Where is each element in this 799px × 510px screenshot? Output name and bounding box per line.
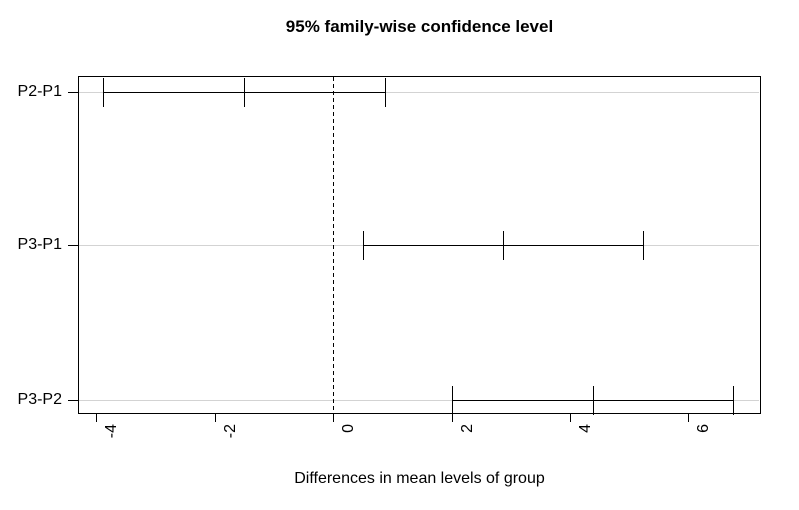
ci-center-tick-P2-P1	[244, 78, 245, 107]
plot-area-border	[78, 76, 761, 414]
y-axis-label-P3-P1: P3-P1	[17, 236, 62, 253]
x-axis-tick	[215, 414, 216, 422]
chart-title: 95% family-wise confidence level	[285, 17, 554, 36]
x-axis-tick	[570, 414, 571, 422]
zero-reference-dashed-line	[333, 77, 334, 412]
y-axis-label-P3-P2: P3-P2	[17, 391, 62, 408]
y-axis-tick	[68, 92, 78, 93]
x-axis-tick-label: 6	[695, 424, 712, 433]
x-axis-tick-label: -2	[222, 424, 239, 439]
row-reference-line	[79, 92, 759, 93]
x-axis-tick-label: 0	[340, 424, 357, 433]
ci-upper-whisker-P3-P2	[733, 386, 734, 415]
x-axis-tick	[96, 414, 97, 422]
ci-interval-line-P3-P2	[452, 400, 733, 401]
x-axis-tick-label: -4	[103, 424, 120, 439]
x-axis-tick-label: 4	[577, 424, 594, 433]
x-axis-tick	[688, 414, 689, 422]
x-axis-tick	[333, 414, 334, 422]
ci-lower-whisker-P2-P1	[103, 78, 104, 107]
x-axis-title: Differences in mean levels of group	[294, 470, 545, 487]
ci-lower-whisker-P3-P1	[363, 231, 364, 260]
ci-upper-whisker-P2-P1	[385, 78, 386, 107]
ci-center-tick-P3-P2	[593, 386, 594, 415]
x-axis-tick	[452, 414, 453, 422]
ci-lower-whisker-P3-P2	[452, 386, 453, 415]
y-axis-tick	[68, 245, 78, 246]
y-axis-label-P2-P1: P2-P1	[17, 83, 62, 100]
y-axis-tick	[68, 400, 78, 401]
ci-center-tick-P3-P1	[503, 231, 504, 260]
ci-upper-whisker-P3-P1	[643, 231, 644, 260]
x-axis-tick-label: 2	[459, 424, 476, 433]
row-reference-line	[79, 400, 759, 401]
